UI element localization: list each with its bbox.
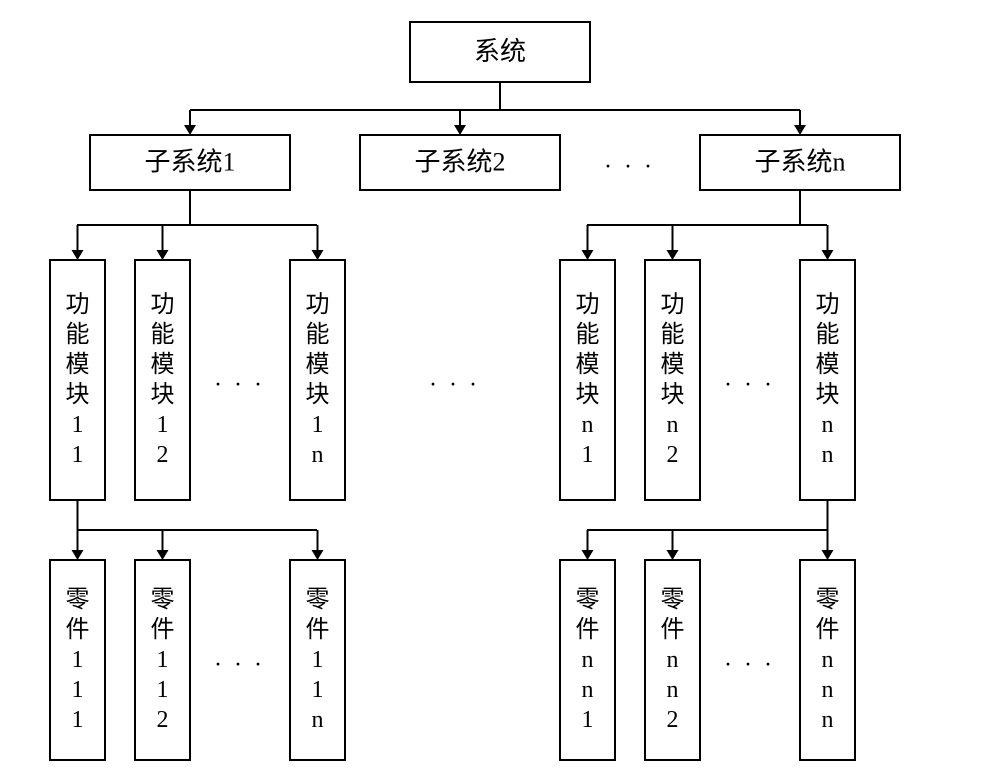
ellipsis: . . . bbox=[430, 366, 480, 392]
ellipsis: . . . bbox=[725, 646, 775, 672]
node-label: 子系统1 bbox=[144, 147, 235, 176]
node-label: 系统 bbox=[474, 37, 526, 66]
ellipsis: . . . bbox=[215, 366, 265, 392]
node-label: 子系统2 bbox=[414, 147, 505, 176]
node-label: 子系统n bbox=[754, 147, 845, 176]
ellipsis: . . . bbox=[215, 646, 265, 672]
ellipsis: . . . bbox=[605, 148, 655, 174]
hierarchy-diagram: 系统子系统1子系统2子系统n. . .功能模块11功能模块12功能模块1n功能模… bbox=[0, 0, 1000, 783]
ellipsis: . . . bbox=[725, 366, 775, 392]
